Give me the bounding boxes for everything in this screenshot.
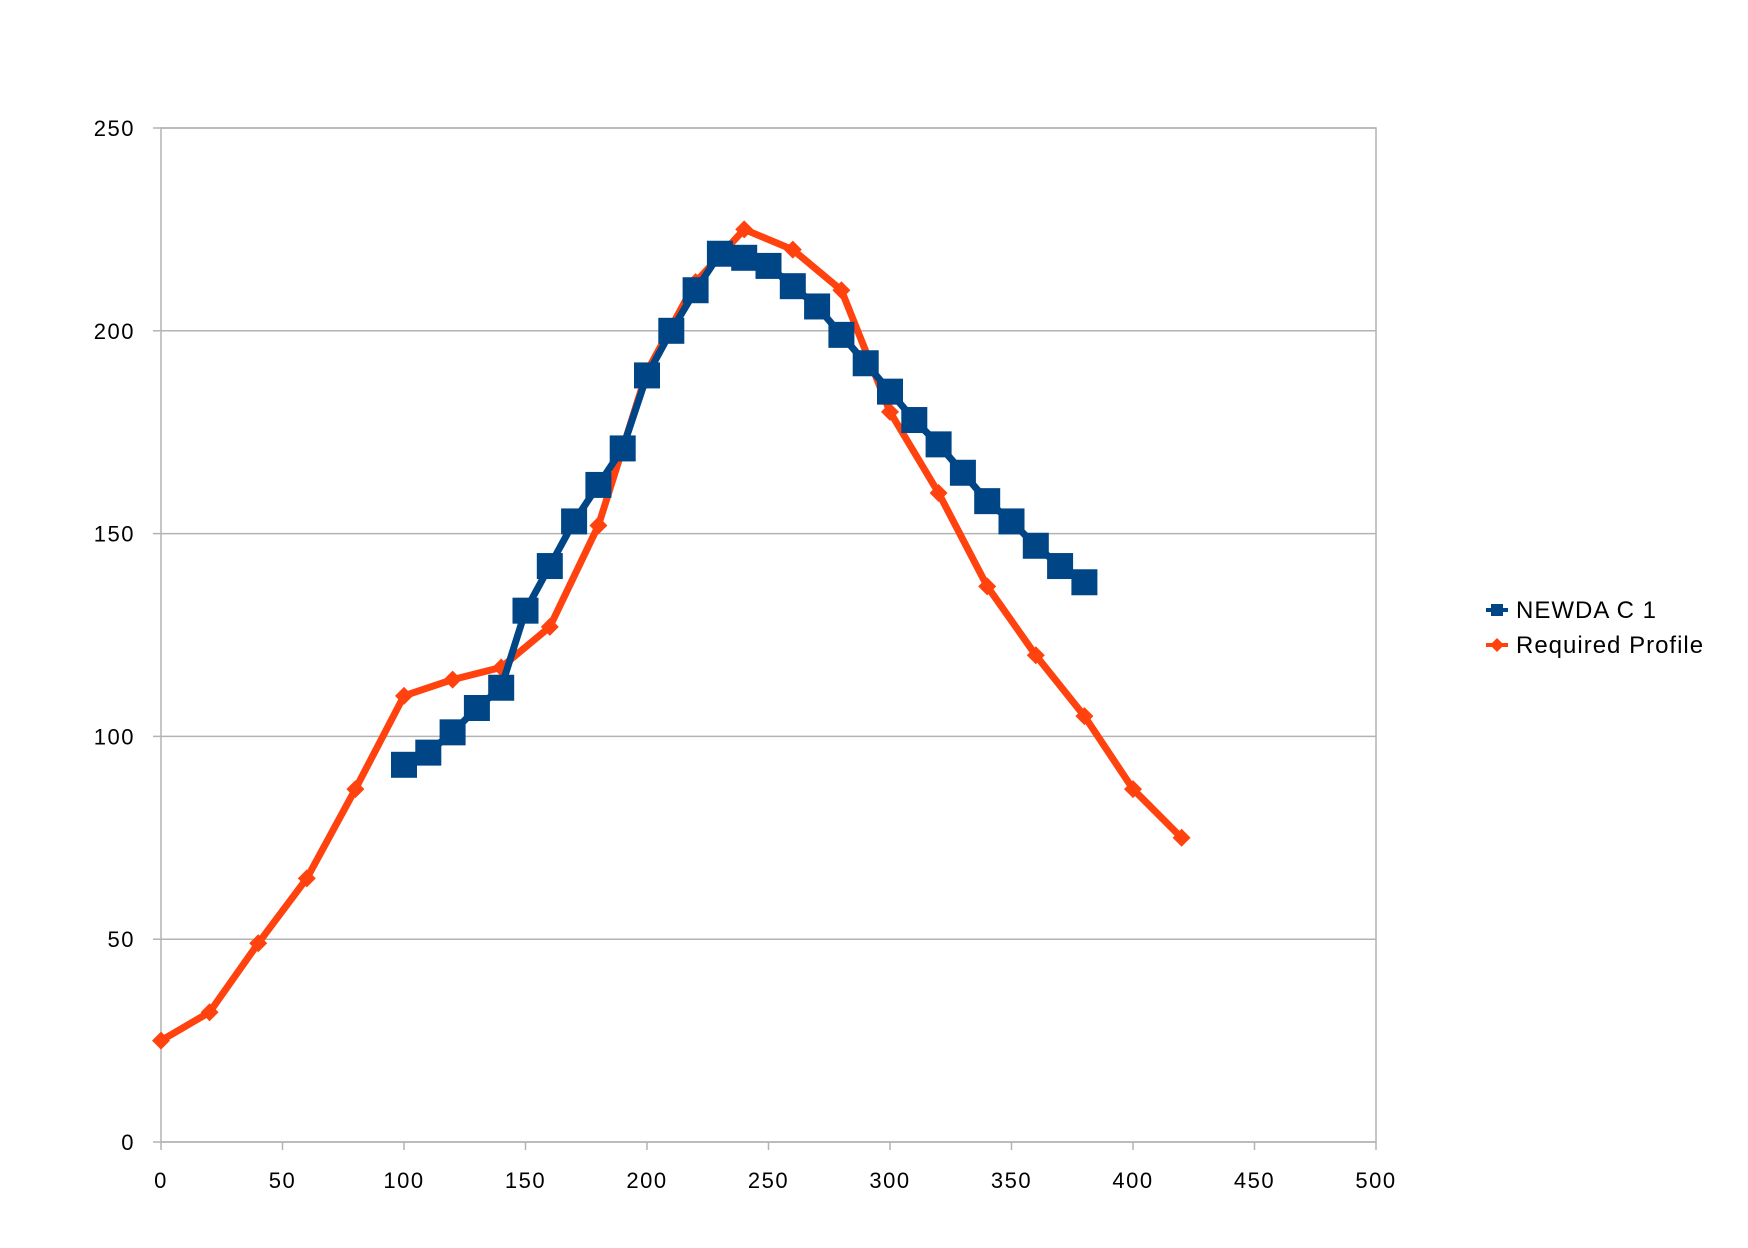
y-tick-label: 200 [94,319,135,344]
data-point [949,459,976,486]
data-point [828,321,855,348]
data-point [152,1031,170,1050]
data-point [463,695,490,722]
legend: NEWDA C 1 Required Profile [1486,597,1704,659]
data-point [881,402,899,421]
data-point [488,674,515,701]
x-tick-label: 100 [383,1168,424,1193]
data-point [731,244,758,271]
data-point [658,317,685,344]
y-tick-label: 100 [94,724,135,749]
data-point [929,484,948,503]
data-point [200,1003,219,1022]
data-point [395,686,413,705]
x-tick-label: 250 [748,1168,789,1193]
data-point [706,240,733,267]
x-tick-label: 500 [1355,1168,1396,1193]
data-point [512,597,539,624]
x-tick-label: 50 [269,1168,296,1193]
data-point [346,780,365,799]
data-point [832,281,851,300]
data-point [391,751,417,778]
data-point [415,739,442,766]
data-point [998,508,1025,535]
legend-label: NEWDA C 1 [1516,597,1657,624]
data-point [852,350,879,377]
data-point [439,719,466,746]
data-point [974,488,1001,515]
data-point [585,471,612,498]
x-tick-label: 350 [991,1168,1032,1193]
data-point [682,277,709,304]
y-tick-label: 50 [108,927,135,952]
legend-item: Required Profile [1486,632,1704,659]
data-point [561,508,588,535]
y-tick-label: 0 [121,1130,135,1155]
legend-marker [1491,604,1503,616]
data-point [443,670,462,689]
data-point [978,577,997,596]
x-tick-label: 0 [154,1168,168,1193]
data-point [1071,569,1098,596]
data-point [589,516,608,535]
y-tick-label: 150 [94,522,135,547]
data-point [1026,646,1045,665]
data-point [540,617,559,636]
series-0 [391,240,1098,778]
legend-marker [1490,638,1504,652]
data-point [609,435,636,462]
series-layer [152,220,1191,1050]
data-point [735,220,754,239]
legend-item: NEWDA C 1 [1486,597,1657,624]
data-point [783,240,802,259]
data-point [1047,553,1074,580]
legend-label: Required Profile [1516,632,1704,659]
data-point [1022,532,1049,559]
y-tick-label: 250 [94,116,135,141]
data-point [779,273,806,300]
x-tick-label: 400 [1112,1168,1153,1193]
data-point [1075,707,1094,726]
data-point [297,869,316,888]
x-tick-label: 300 [869,1168,910,1193]
data-point [1124,780,1142,799]
data-point [804,293,831,320]
data-point [925,431,952,458]
data-point [536,553,563,580]
x-tick-label: 450 [1234,1168,1275,1193]
data-point [634,362,660,389]
data-point [901,407,928,434]
data-point [755,252,782,279]
x-tick-label: 150 [505,1168,546,1193]
data-point [877,378,903,405]
data-point [1172,828,1191,847]
data-point [249,934,268,953]
x-tick-label: 200 [626,1168,667,1193]
axes: 0 50 100 150 200 250 0 50 100 150 200 250 300 350 400 4… [94,116,1396,1193]
